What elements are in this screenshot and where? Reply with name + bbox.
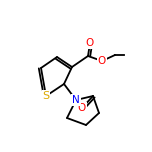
Text: O: O [98,56,106,66]
Text: O: O [78,103,86,113]
Text: O: O [86,38,94,48]
Text: N: N [72,95,80,105]
Text: S: S [42,91,50,101]
